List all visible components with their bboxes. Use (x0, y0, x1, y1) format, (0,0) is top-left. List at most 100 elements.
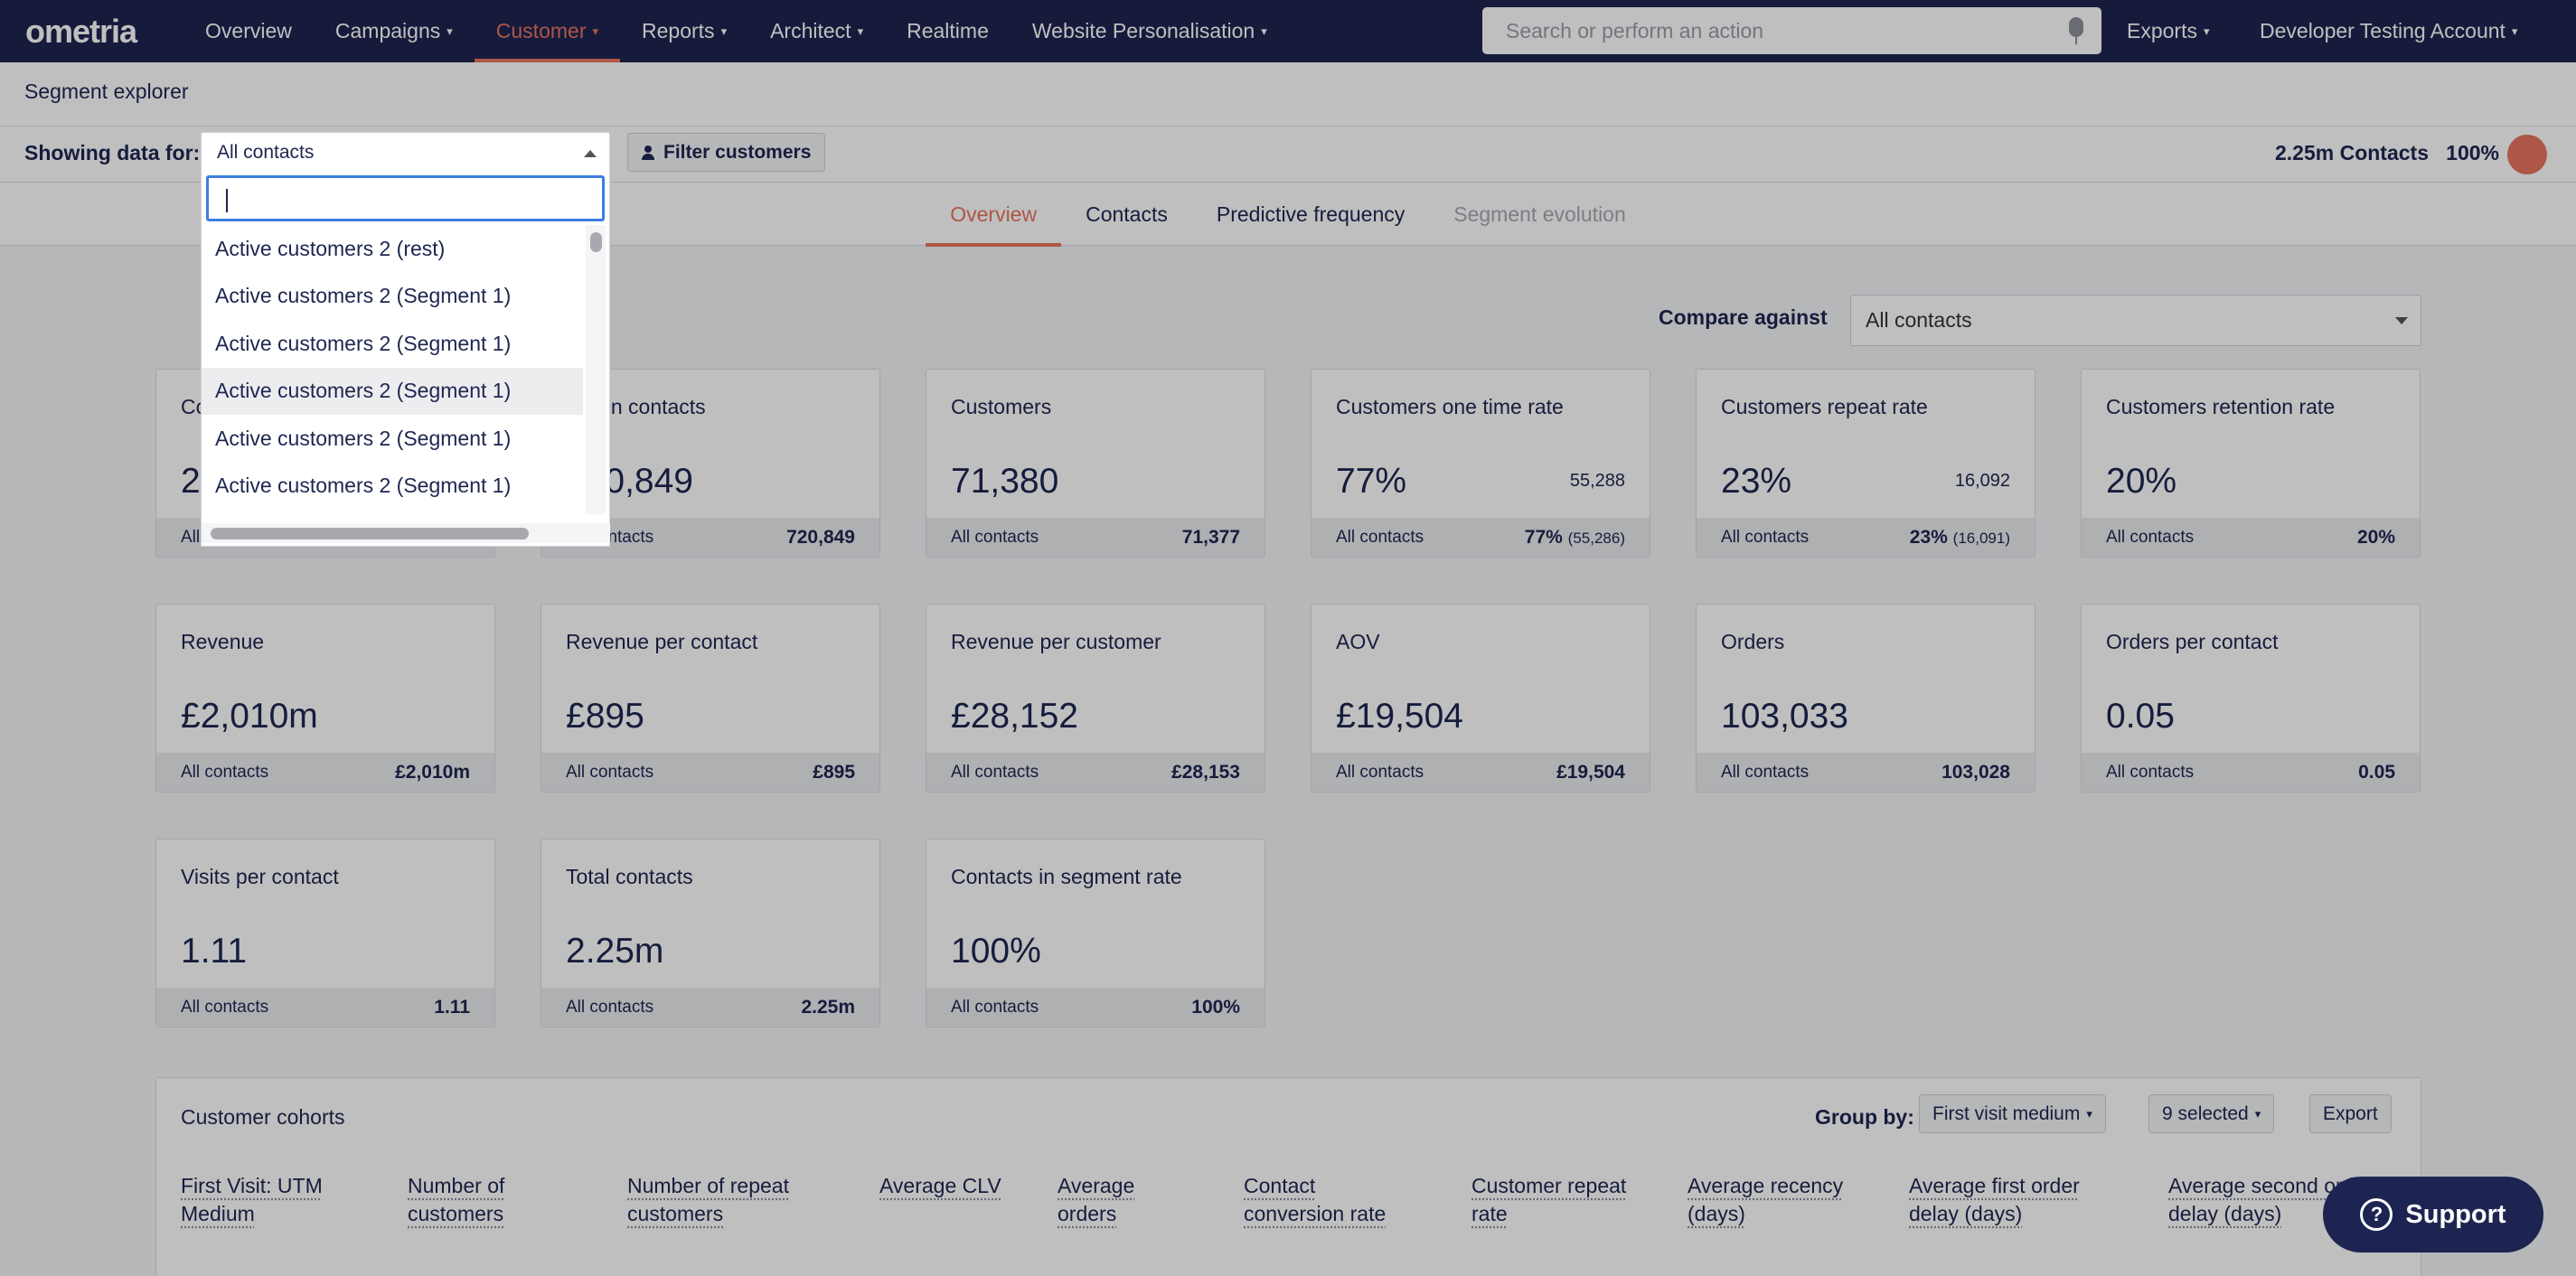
metric-label: Total contacts (566, 865, 693, 888)
selected-columns-select[interactable]: 9 selected ▾ (2148, 1094, 2275, 1133)
segment-option[interactable]: Active customers 2 (rest) (215, 236, 446, 260)
horizontal-scrollbar[interactable] (202, 523, 610, 543)
support-button[interactable]: ? Support (2323, 1177, 2543, 1253)
comparison-value: 100% (1191, 997, 1240, 1018)
metric-card[interactable]: Customers repeat rate 23% 16,092 All contac… (1696, 369, 2035, 558)
customer-cohorts-panel: Customer cohorts Group by: First visit m… (155, 1077, 2421, 1276)
comparison-label: All contacts (566, 997, 654, 1017)
metric-label: Customers (951, 395, 1052, 418)
showing-data-label: Showing data for: (24, 141, 201, 164)
compare-against-label: Compare against (1659, 305, 1828, 329)
segment-search-input[interactable] (209, 178, 602, 219)
column-header[interactable]: Average CLV (879, 1172, 1001, 1200)
chevron-down-icon (2395, 317, 2408, 324)
metric-value: £19,504 (1336, 697, 1463, 736)
global-search[interactable] (1482, 7, 2101, 54)
nav-item-campaigns[interactable]: Campaigns ▾ (314, 0, 475, 62)
vertical-scrollbar[interactable] (586, 225, 606, 514)
tab-overview[interactable]: Overview (926, 183, 1061, 247)
scrollbar-thumb[interactable] (590, 232, 602, 252)
nav-item-architect[interactable]: Architect ▾ (748, 0, 885, 62)
comparison-label: All contacts (566, 762, 654, 782)
ometria-logo[interactable]: ometria (25, 12, 137, 50)
comparison-main: 20% (2356, 526, 2395, 548)
column-header[interactable]: Average recency (days) (1688, 1172, 1843, 1228)
comparison-main: £2,010m (395, 761, 470, 783)
top-nav: ometria Overview Campaigns ▾ Customer ▾ Repor… (0, 0, 2576, 62)
column-header[interactable]: Number of customers (408, 1172, 504, 1228)
metric-card[interactable]: Visits per contact 1.11 All contacts 1.11 (155, 839, 495, 1027)
nav-menu: Overview Campaigns ▾ Customer ▾ Reports ▾ Archi… (183, 0, 1289, 62)
metric-value: 20% (2106, 462, 2177, 501)
nav-item-website-personalisation[interactable]: Website Personalisation ▾ (1011, 0, 1289, 62)
comparison-label: All contacts (1336, 762, 1424, 782)
nav-item-customer[interactable]: Customer ▾ (474, 0, 621, 62)
group-by-value: First visit medium (1932, 1102, 2081, 1124)
segment-option[interactable]: Active customers 2 (Segment 1) (215, 426, 512, 450)
export-button[interactable]: Export (2309, 1094, 2392, 1133)
column-header[interactable]: Customer repeat rate (1471, 1172, 1626, 1228)
nav-item-overview[interactable]: Overview (183, 0, 314, 62)
column-header[interactable]: Contact conversion rate (1244, 1172, 1386, 1228)
metric-card[interactable]: Customers one time rate 77% 55,288 All cont… (1311, 369, 1650, 558)
metric-value: 100% (951, 932, 1041, 971)
segment-search[interactable] (206, 175, 605, 221)
metric-card[interactable]: Revenue £2,010m All contacts £2,010m (155, 604, 495, 793)
support-label: Support (2405, 1199, 2506, 1229)
group-by-select[interactable]: First visit medium ▾ (1919, 1094, 2106, 1133)
nav-exports[interactable]: Exports ▾ (2127, 0, 2210, 62)
filter-customers-button[interactable]: Filter customers (627, 133, 826, 172)
metric-card[interactable]: Customers retention rate 20% All contacts 2… (2081, 369, 2421, 558)
tab-contacts[interactable]: Contacts (1086, 202, 1168, 226)
column-header[interactable]: Number of repeat customers (627, 1172, 789, 1228)
nav-item-label: Architect (770, 19, 851, 42)
comparison-value: 0.05 (2358, 762, 2395, 783)
chevron-down-icon: ▾ (447, 23, 453, 38)
contacts-percent: 100% (2446, 141, 2499, 164)
metric-label: Orders (1721, 630, 1785, 653)
comparison-label: All contacts (1721, 527, 1810, 547)
nav-item-realtime[interactable]: Realtime (885, 0, 1011, 62)
segment-option[interactable]: Active customers 2 (Segment 1) (215, 331, 512, 355)
comparison-label: All contacts (2106, 762, 2195, 782)
metric-card[interactable]: Revenue per contact £895 All contacts £895 (541, 604, 880, 793)
metric-comparison: All contacts 1.11 (156, 988, 494, 1027)
metric-card[interactable]: Contacts in segment rate 100% All contacts… (926, 839, 1265, 1027)
metric-card[interactable]: Customers 71,380 All contacts 71,377 (926, 369, 1265, 558)
comparison-label: All contacts (951, 527, 1039, 547)
nav-item-label: Customer (495, 19, 587, 42)
comparison-value: 77% (55,286) (1525, 527, 1625, 549)
tab-predictive-frequency[interactable]: Predictive frequency (1216, 202, 1406, 226)
microphone-icon[interactable] (2069, 17, 2083, 44)
segment-select-value: All contacts (217, 142, 315, 163)
column-header-line: Average (1058, 1174, 1135, 1197)
column-header[interactable]: First Visit: UTM Medium (181, 1172, 323, 1228)
column-header[interactable]: Average orders (1058, 1172, 1134, 1228)
metric-card[interactable]: Total contacts 2.25m All contacts 2.25m (541, 839, 880, 1027)
nav-item-reports[interactable]: Reports ▾ (620, 0, 748, 62)
compare-against-select[interactable]: All contacts (1850, 295, 2421, 346)
metric-value: £28,152 (951, 697, 1078, 736)
segment-select[interactable]: All contacts (201, 132, 610, 174)
scrollbar-thumb[interactable] (211, 528, 529, 539)
segment-option[interactable]: Active customers 2 (Segment 1) (202, 367, 583, 415)
comparison-main: 23% (1909, 526, 1948, 548)
status-indicator[interactable] (2507, 135, 2547, 174)
segment-option[interactable]: Active customers 2 (Segment 1) (215, 474, 512, 498)
segment-option[interactable]: Active customers 2 (Segment 1) (215, 284, 512, 308)
metric-card[interactable]: AOV £19,504 All contacts £19,504 (1311, 604, 1650, 793)
nav-account[interactable]: Developer Testing Account ▾ (2260, 0, 2517, 62)
metric-comparison: All contacts 2.25m (541, 988, 879, 1027)
metric-card[interactable]: Revenue per customer £28,152 All contacts £… (926, 604, 1265, 793)
comparison-main: 1.11 (434, 996, 470, 1018)
search-input[interactable] (1506, 18, 2012, 43)
comparison-value: 23% (16,091) (1910, 527, 2010, 549)
column-header[interactable]: Average first order delay (days) (1909, 1172, 2080, 1228)
exports-label: Exports (2127, 19, 2197, 42)
column-header-line: Customer repeat (1471, 1174, 1627, 1197)
metric-card[interactable]: Orders per contact 0.05 All contacts 0.05 (2081, 604, 2421, 793)
comparison-label: All contacts (181, 997, 269, 1017)
comparison-main: 720,849 (786, 526, 855, 548)
metric-card[interactable]: Orders 103,033 All contacts 103,028 (1696, 604, 2035, 793)
nav-item-label: Reports (642, 19, 715, 42)
